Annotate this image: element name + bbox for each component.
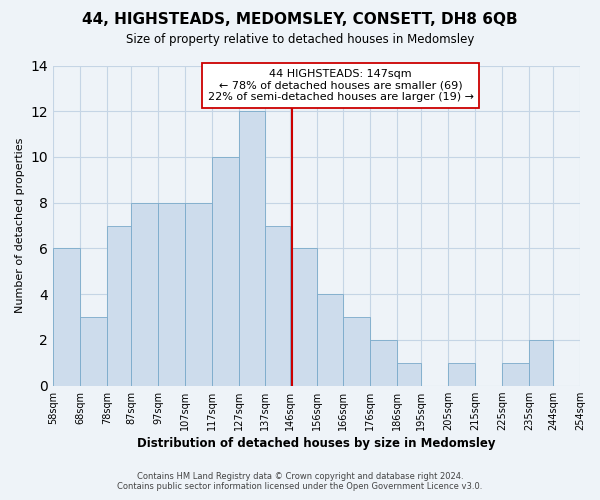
- Bar: [212, 157, 239, 386]
- Bar: [502, 363, 529, 386]
- Bar: [107, 226, 131, 386]
- Bar: [239, 111, 265, 386]
- Bar: [80, 317, 107, 386]
- Text: 44, HIGHSTEADS, MEDOMSLEY, CONSETT, DH8 6QB: 44, HIGHSTEADS, MEDOMSLEY, CONSETT, DH8 …: [82, 12, 518, 28]
- Text: Size of property relative to detached houses in Medomsley: Size of property relative to detached ho…: [126, 32, 474, 46]
- Bar: [397, 363, 421, 386]
- Bar: [317, 294, 343, 386]
- Bar: [370, 340, 397, 386]
- X-axis label: Distribution of detached houses by size in Medomsley: Distribution of detached houses by size …: [137, 437, 496, 450]
- Text: 44 HIGHSTEADS: 147sqm
← 78% of detached houses are smaller (69)
22% of semi-deta: 44 HIGHSTEADS: 147sqm ← 78% of detached …: [208, 69, 474, 102]
- Bar: [343, 317, 370, 386]
- Bar: [131, 202, 158, 386]
- Bar: [290, 248, 317, 386]
- Bar: [529, 340, 553, 386]
- Text: Contains HM Land Registry data © Crown copyright and database right 2024.
Contai: Contains HM Land Registry data © Crown c…: [118, 472, 482, 491]
- Y-axis label: Number of detached properties: Number of detached properties: [15, 138, 25, 314]
- Bar: [53, 248, 80, 386]
- Bar: [448, 363, 475, 386]
- Bar: [185, 202, 212, 386]
- Bar: [265, 226, 290, 386]
- Bar: [158, 202, 185, 386]
